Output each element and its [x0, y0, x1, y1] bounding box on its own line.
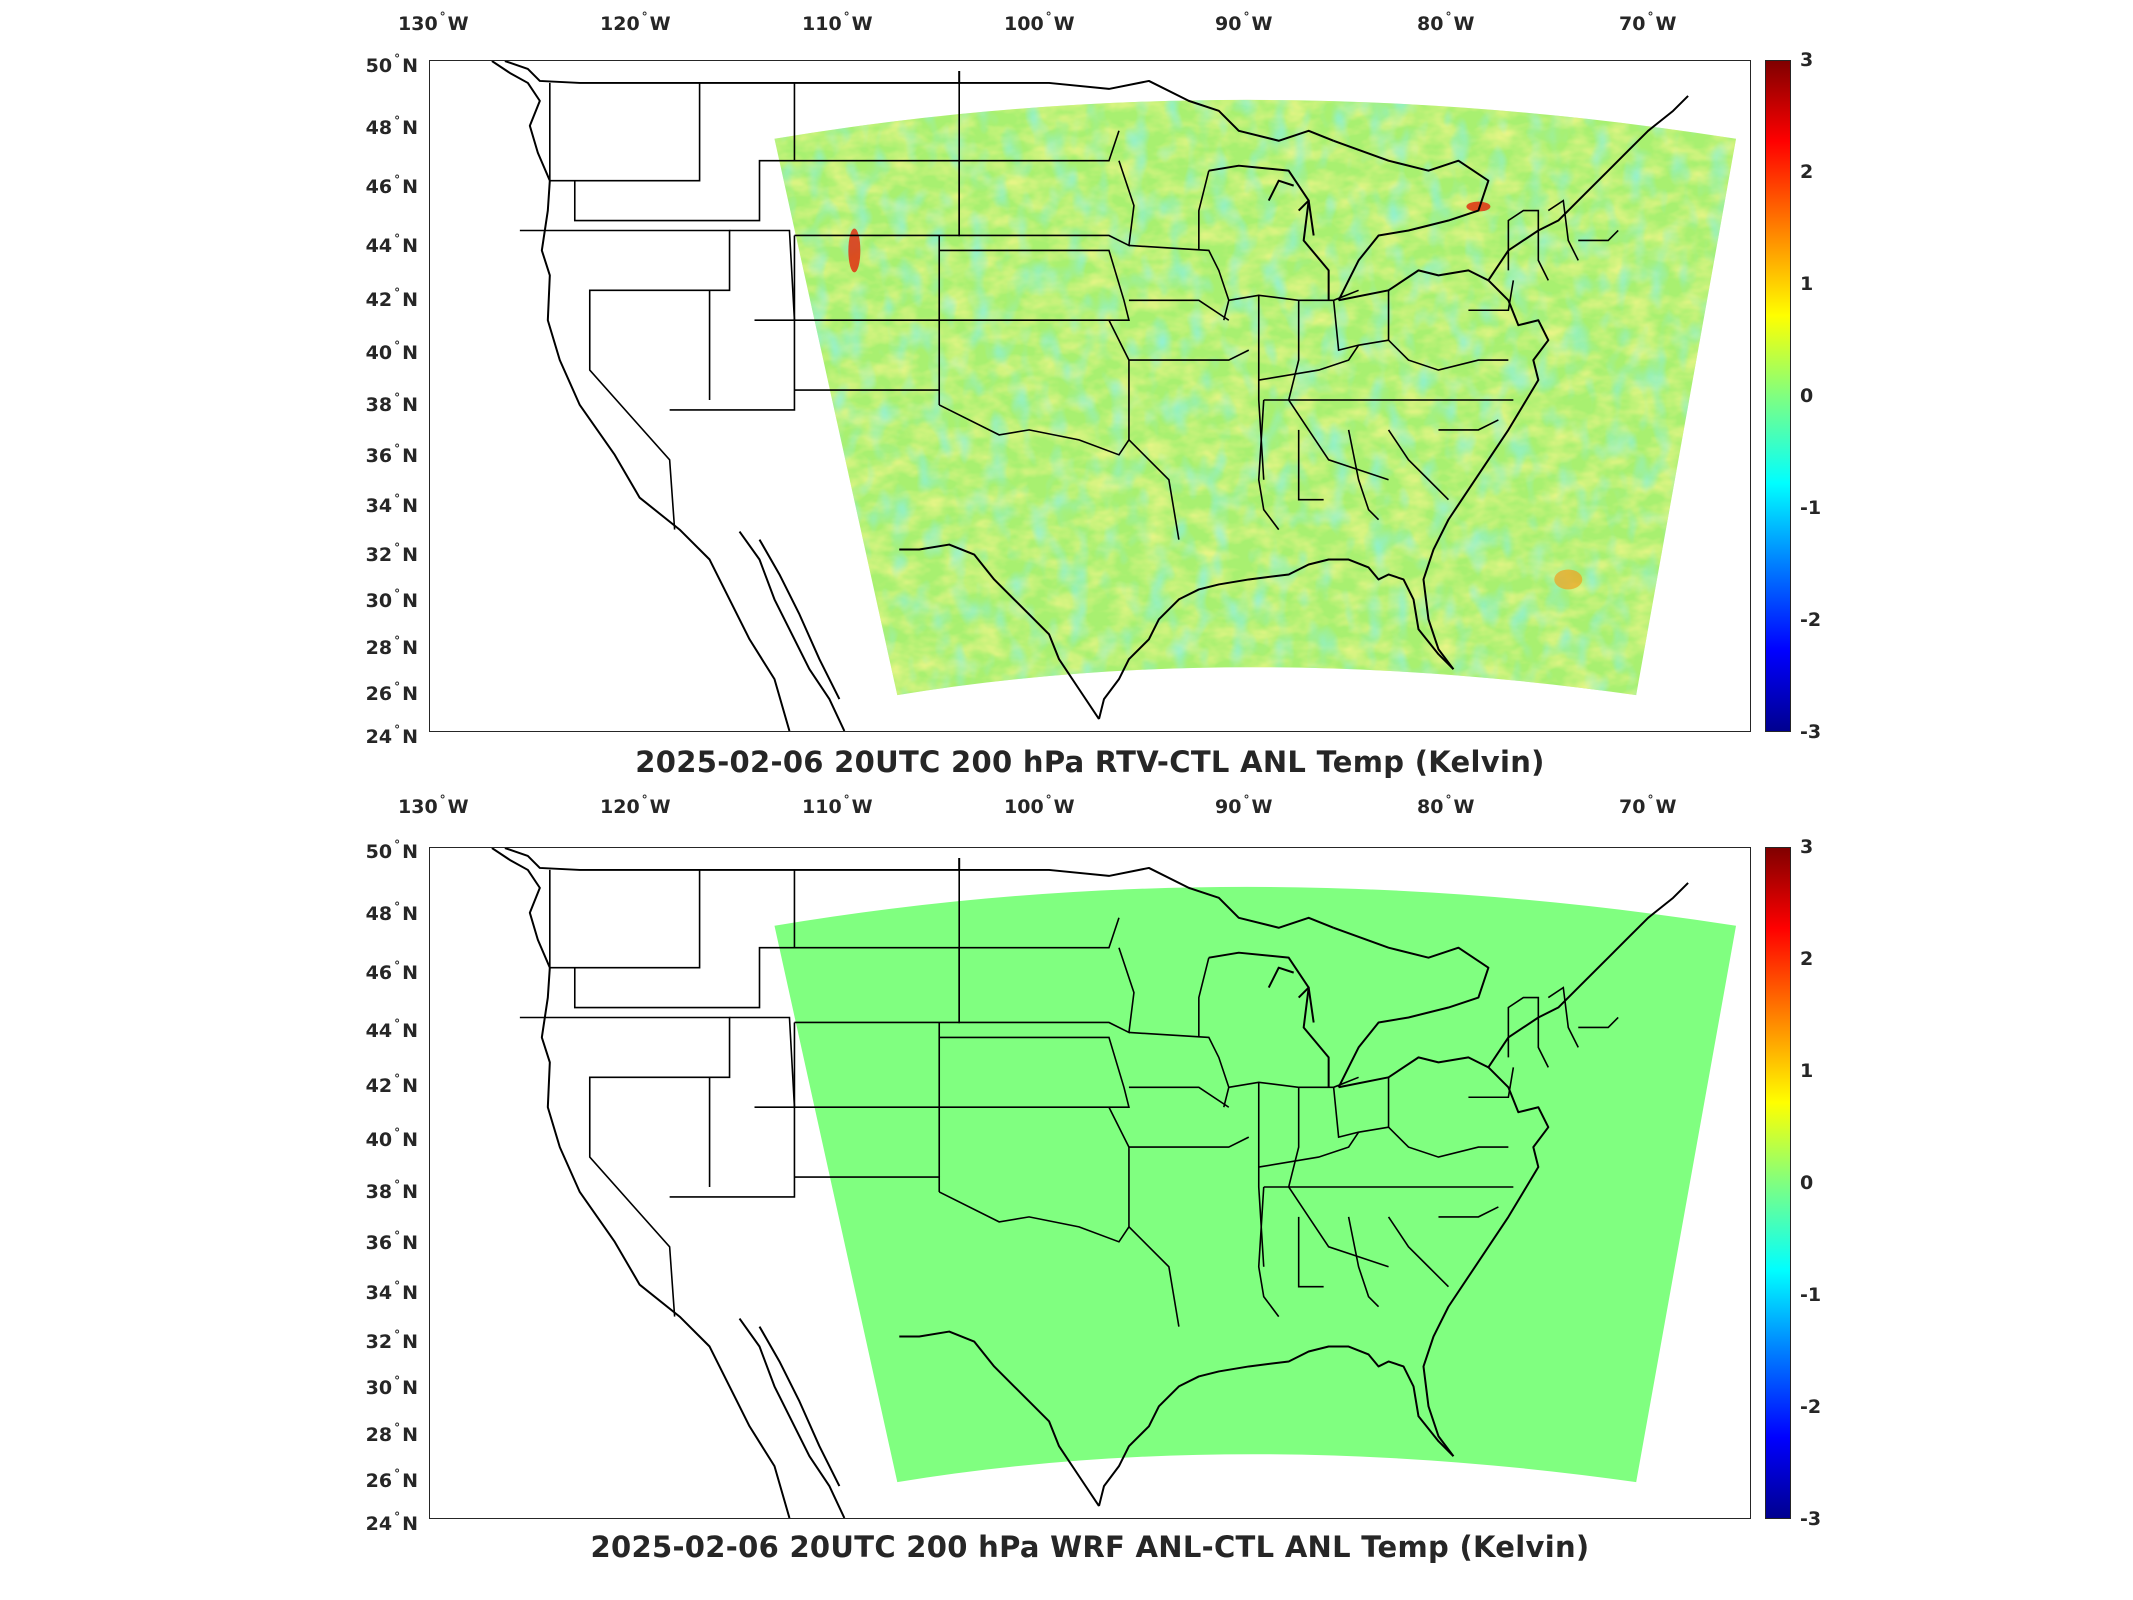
lon-tick: 120 ° W: [600, 10, 671, 35]
colorbar-tick: 3: [1800, 836, 1814, 858]
lat-tick: 50 ° N: [365, 52, 418, 77]
panel-title: 2025-02-06 20UTC 200 hPa RTV-CTL ANL Tem…: [635, 745, 1545, 779]
lon-tick: 100 ° W: [1004, 793, 1075, 818]
lat-tick: 38 ° N: [365, 391, 418, 416]
colorbar-tick: 1: [1800, 273, 1814, 295]
coastlines: [491, 61, 1689, 731]
domain-field: [774, 886, 1737, 1483]
lat-tick: 26 ° N: [365, 680, 418, 705]
lat-tick: 26 ° N: [365, 1467, 418, 1492]
colorbar-tick: -2: [1800, 1396, 1822, 1418]
lon-tick: 90 ° W: [1215, 793, 1273, 818]
lat-tick: 44 ° N: [365, 1017, 418, 1042]
lat-tick: 28 ° N: [365, 1421, 418, 1446]
lon-tick: 70 ° W: [1619, 793, 1677, 818]
hotspot-wyoming: [848, 228, 861, 273]
lat-tick: 44 ° N: [365, 232, 418, 257]
coastlines: [491, 848, 1689, 1518]
lat-tick: 36 ° N: [365, 1229, 418, 1254]
lon-tick: 70 ° W: [1619, 10, 1677, 35]
lon-tick: 80 ° W: [1417, 10, 1475, 35]
lat-tick: 30 ° N: [365, 1374, 418, 1399]
lat-tick: 32 ° N: [365, 541, 418, 566]
lat-tick: 46 ° N: [365, 959, 418, 984]
lat-tick: 46 ° N: [365, 173, 418, 198]
colorbar-tick: 0: [1800, 385, 1814, 407]
lat-tick: 30 ° N: [365, 587, 418, 612]
lat-tick: 24 ° N: [365, 723, 418, 748]
colorbar: [1765, 60, 1791, 732]
map-svg: [491, 61, 1737, 731]
colorbar-tick: -1: [1800, 497, 1822, 519]
colorbar-tick: 1: [1800, 1060, 1814, 1082]
colorbar-tick: 0: [1800, 1172, 1814, 1194]
lat-tick: 42 ° N: [365, 286, 418, 311]
lat-tick: 40 ° N: [365, 339, 418, 364]
colorbar-tick: -2: [1800, 609, 1822, 631]
lon-tick: 80 ° W: [1417, 793, 1475, 818]
panel-title: 2025-02-06 20UTC 200 hPa WRF ANL-CTL ANL…: [590, 1530, 1590, 1564]
lon-tick: 100 ° W: [1004, 10, 1075, 35]
lat-tick: 36 ° N: [365, 442, 418, 467]
lat-tick: 34 ° N: [365, 492, 418, 517]
colorbar-tick: -3: [1800, 1508, 1822, 1530]
domain-noise-cool: [774, 99, 1737, 696]
lat-tick: 48 ° N: [365, 900, 418, 925]
lat-tick: 40 ° N: [365, 1126, 418, 1151]
lon-tick: 110 ° W: [802, 10, 873, 35]
lat-tick: 50 ° N: [365, 838, 418, 863]
map-area: [429, 60, 1751, 732]
colorbar-tick: -3: [1800, 721, 1822, 743]
colorbar: [1765, 847, 1791, 1519]
lon-tick: 120 ° W: [600, 793, 671, 818]
hotspot-atlantic: [1554, 569, 1583, 590]
lon-tick: 90 ° W: [1215, 10, 1273, 35]
map-svg: [491, 848, 1737, 1518]
lat-tick: 42 ° N: [365, 1072, 418, 1097]
colorbar-tick: 2: [1800, 161, 1814, 183]
colorbar-tick: 2: [1800, 948, 1814, 970]
colorbar-tick: -1: [1800, 1284, 1822, 1306]
lon-tick: 110 ° W: [802, 793, 873, 818]
colorbar-tick: 3: [1800, 49, 1814, 71]
lat-tick: 24 ° N: [365, 1510, 418, 1535]
lat-tick: 32 ° N: [365, 1328, 418, 1353]
lat-tick: 28 ° N: [365, 634, 418, 659]
lon-tick: 130 ° W: [398, 10, 469, 35]
lat-tick: 34 ° N: [365, 1279, 418, 1304]
lon-tick: 130 ° W: [398, 793, 469, 818]
map-area: [429, 847, 1751, 1519]
hotspot-ontario: [1466, 201, 1491, 212]
lat-tick: 38 ° N: [365, 1178, 418, 1203]
state-borders: [519, 82, 1619, 540]
state-borders: [519, 869, 1619, 1327]
lat-tick: 48 ° N: [365, 114, 418, 139]
